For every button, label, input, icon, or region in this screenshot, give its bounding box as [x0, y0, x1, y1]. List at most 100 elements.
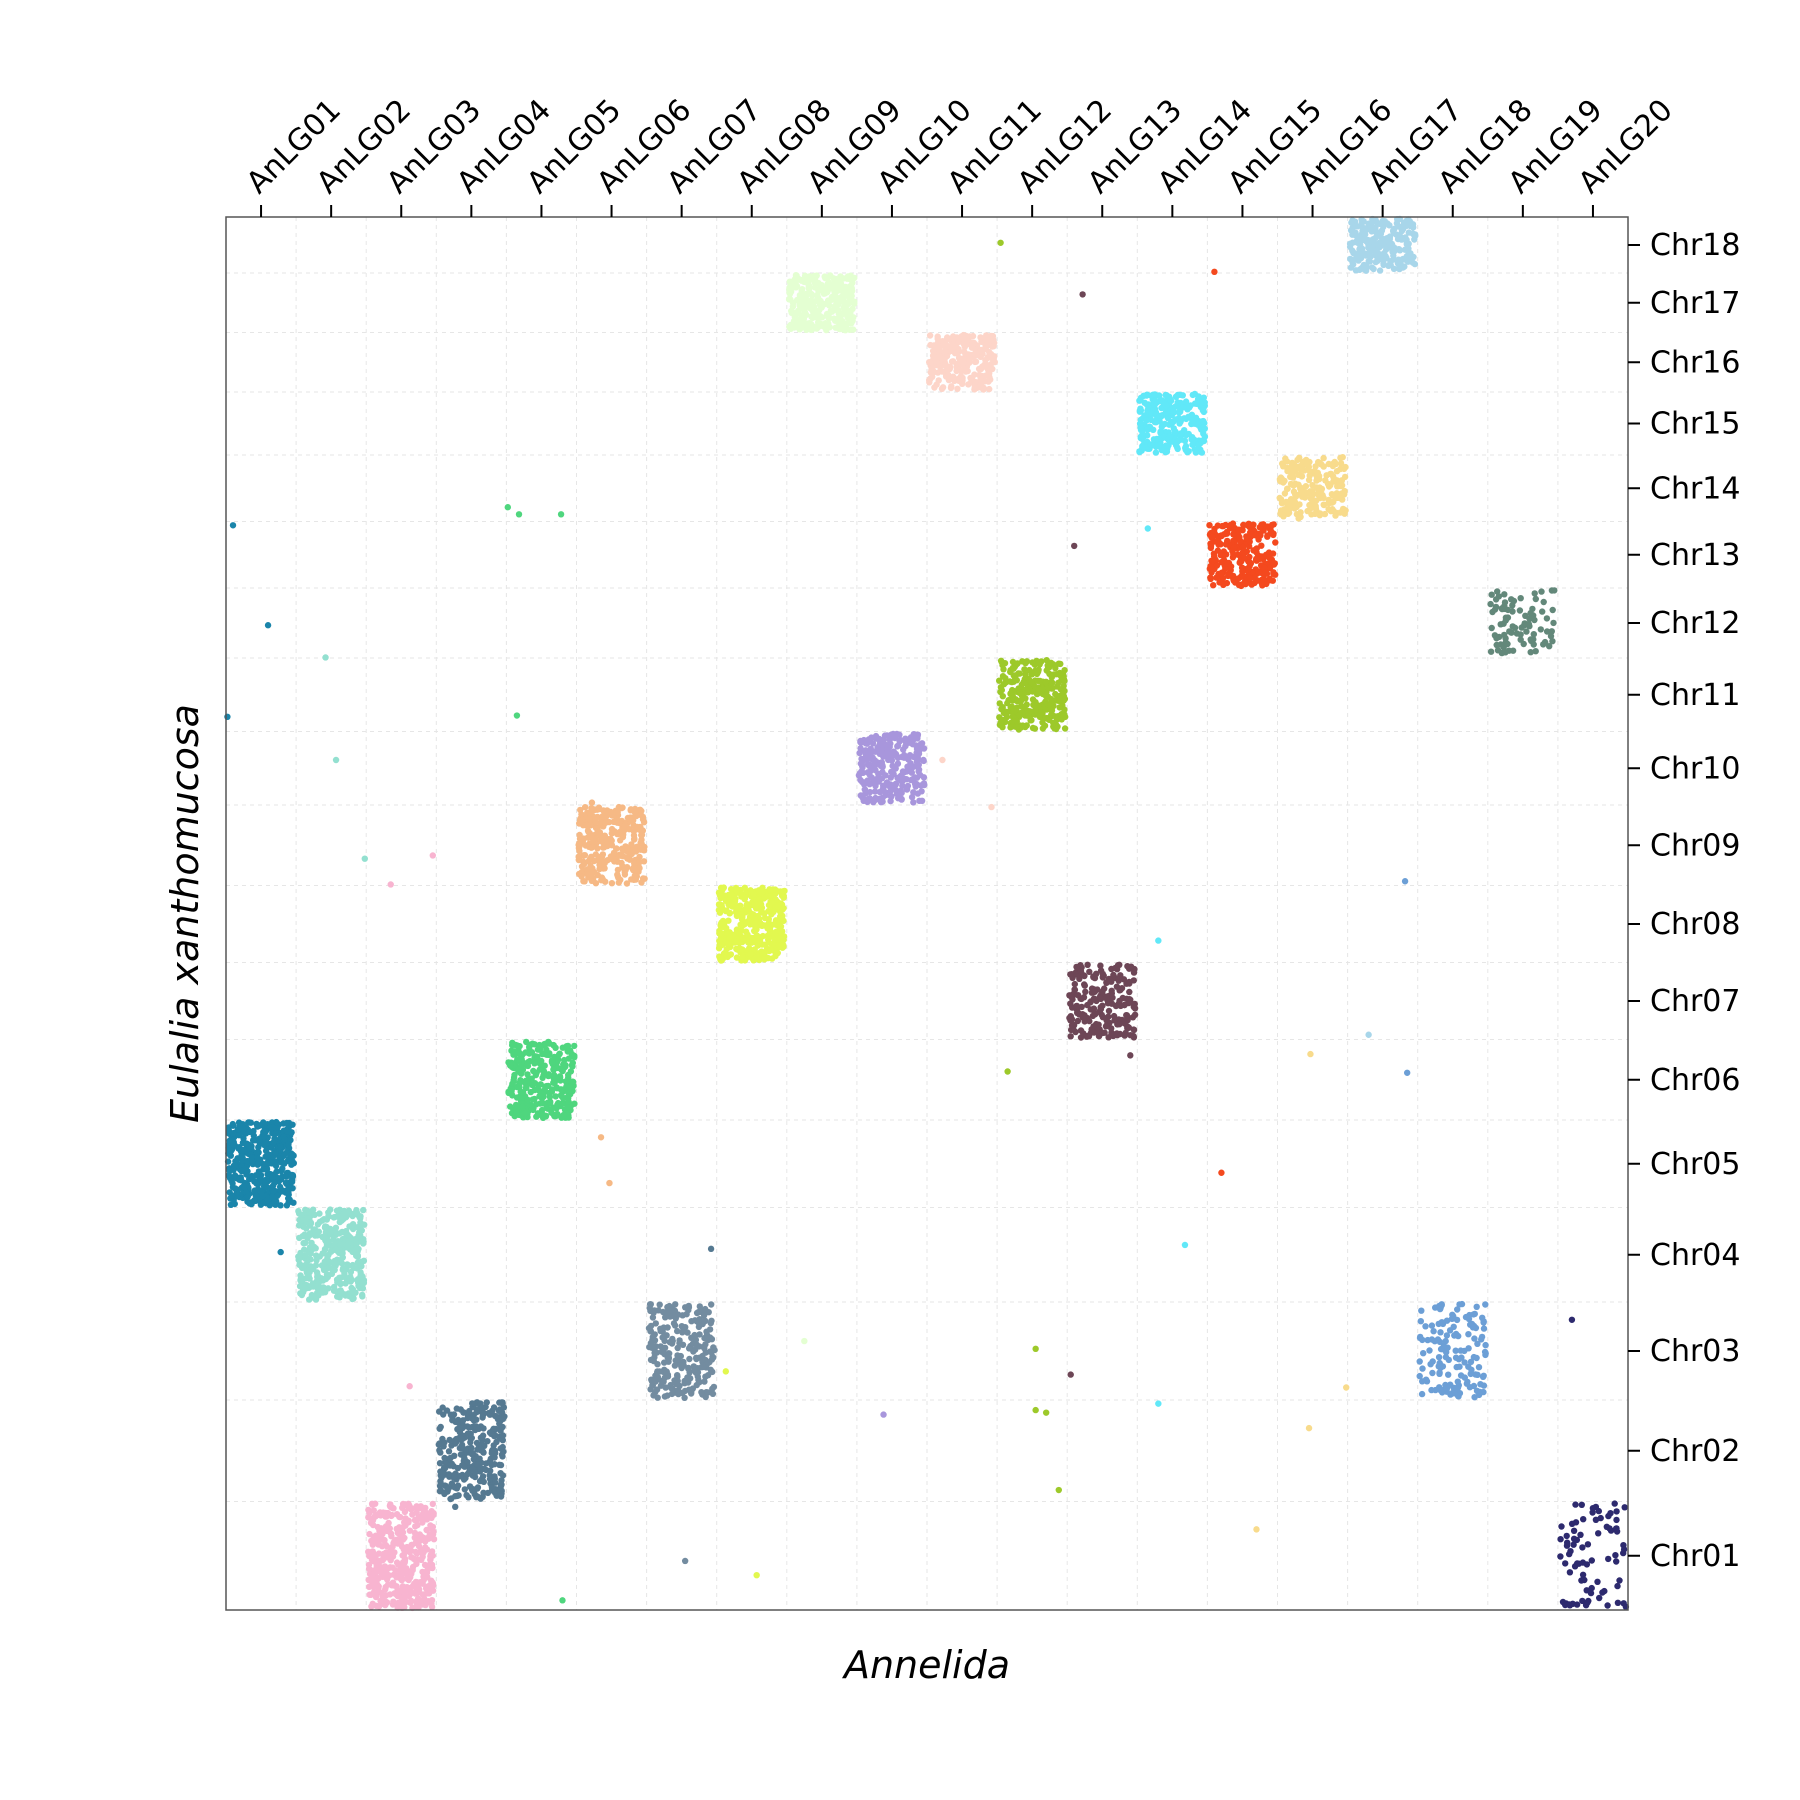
data-point — [753, 954, 760, 961]
data-point — [1110, 1012, 1118, 1020]
data-point — [285, 1189, 292, 1196]
data-point — [611, 818, 619, 826]
data-point — [1105, 1007, 1113, 1015]
data-point — [596, 865, 603, 873]
data-point — [340, 1209, 348, 1217]
data-point — [641, 843, 648, 851]
data-point — [479, 1404, 486, 1411]
data-point — [372, 1552, 379, 1560]
data-point — [1042, 693, 1050, 700]
data-point — [818, 304, 825, 311]
data-point — [987, 376, 994, 383]
data-point — [523, 1038, 530, 1046]
data-point — [771, 931, 779, 938]
data-point — [360, 1257, 368, 1265]
data-point — [1029, 724, 1037, 732]
data-point — [795, 275, 802, 282]
data-point — [306, 1269, 313, 1276]
data-point — [871, 788, 879, 795]
data-point — [1241, 555, 1248, 562]
data-point — [1252, 532, 1260, 539]
data-point — [620, 831, 627, 838]
data-point — [231, 1200, 238, 1208]
data-point — [1113, 1030, 1121, 1037]
data-point — [349, 1295, 356, 1303]
data-point — [1018, 723, 1026, 730]
data-point — [1276, 494, 1283, 502]
data-point — [1337, 460, 1345, 467]
data-point — [380, 1552, 388, 1559]
data-point — [336, 1293, 343, 1300]
data-point — [1337, 454, 1344, 462]
data-point — [1073, 1002, 1081, 1010]
data-point — [898, 774, 905, 781]
data-point — [941, 348, 949, 355]
data-point — [679, 1341, 687, 1349]
data-point — [480, 1410, 488, 1417]
data-point — [1195, 442, 1202, 449]
data-point — [1021, 666, 1028, 673]
data-point — [441, 1454, 448, 1462]
data-point — [666, 1313, 674, 1320]
data-point — [1266, 577, 1274, 584]
data-point — [516, 1083, 523, 1091]
data-point — [422, 1601, 429, 1609]
data-point — [1028, 669, 1035, 677]
data-point — [450, 1411, 458, 1418]
data-point — [1158, 423, 1166, 431]
data-point — [319, 1217, 326, 1224]
data-point — [486, 1458, 493, 1465]
data-point — [1157, 428, 1164, 435]
data-point — [597, 838, 605, 845]
data-point — [674, 1373, 681, 1381]
data-point — [577, 806, 584, 814]
data-point — [581, 852, 589, 859]
data-point — [357, 1213, 364, 1220]
data-point — [1253, 555, 1260, 563]
data-point — [231, 1172, 239, 1179]
data-point — [385, 1565, 392, 1572]
data-point — [732, 938, 740, 946]
data-point — [857, 745, 864, 752]
data-point — [365, 1514, 372, 1521]
data-point — [1247, 560, 1255, 567]
data-point — [353, 1240, 360, 1247]
data-point — [466, 1424, 473, 1431]
data-point — [400, 1588, 407, 1595]
data-point — [804, 297, 811, 304]
data-point — [356, 1229, 363, 1236]
data-point — [1124, 1025, 1131, 1032]
data-point — [382, 1586, 389, 1593]
data-point — [531, 1080, 539, 1087]
data-point — [1090, 988, 1098, 996]
block-AnLG13-Chr07 — [1066, 961, 1139, 1041]
data-point — [1035, 685, 1042, 693]
data-point — [374, 1568, 381, 1575]
data-point — [249, 1137, 257, 1144]
data-point — [1287, 464, 1294, 471]
data-point — [670, 1320, 678, 1327]
data-point — [825, 297, 832, 304]
data-point — [1191, 436, 1198, 443]
data-point — [780, 936, 787, 944]
data-point — [715, 901, 723, 908]
data-point — [302, 1252, 309, 1259]
data-point — [953, 367, 960, 375]
data-point — [1082, 988, 1089, 995]
data-point — [1292, 465, 1299, 473]
data-point — [498, 1451, 506, 1458]
data-point — [857, 738, 864, 746]
data-point — [1281, 506, 1288, 513]
data-point — [673, 1380, 680, 1388]
data-point — [824, 274, 831, 281]
data-point — [428, 1577, 435, 1584]
data-point — [297, 1274, 305, 1281]
data-point — [1105, 978, 1112, 985]
data-point — [588, 805, 595, 812]
data-point — [461, 1463, 468, 1470]
data-point — [759, 932, 767, 940]
data-point — [967, 374, 974, 382]
data-point — [1084, 961, 1091, 968]
data-point — [272, 1149, 279, 1156]
data-point — [1130, 977, 1138, 984]
